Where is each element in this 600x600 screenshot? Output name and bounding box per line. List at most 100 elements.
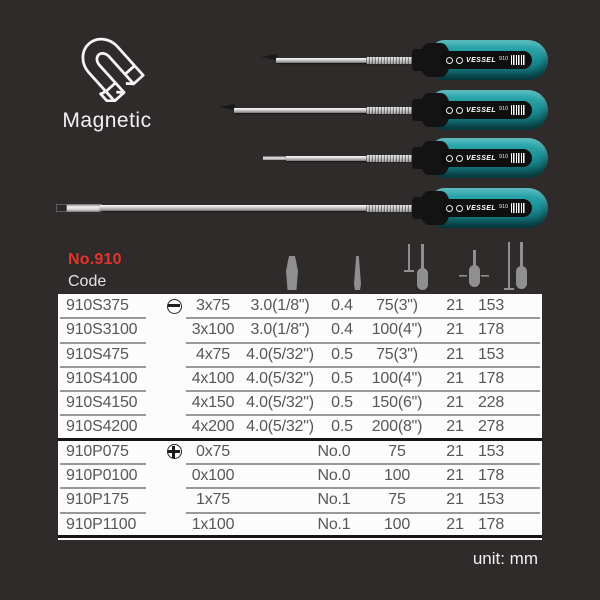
cell-code: 910S475 [66,345,129,363]
cell-handle-diameter: 21 [446,321,464,339]
cell-shaft-length: 75 [388,491,406,509]
slotted-tip-icon [160,294,188,318]
cell-overall-length: 153 [477,345,505,363]
cell-handle-diameter: 21 [446,467,464,485]
cell-size: 4x100 [191,369,235,387]
cert-mark-icon [446,154,453,162]
cell-blade-width: 4.0(5/32") [246,418,314,436]
handle: VESSEL 910 [412,90,548,130]
cell-code: 910S3100 [66,321,138,339]
cell-point-size: No.0 [317,467,351,485]
table-rows: 910S375 3x75 3.0(1/8") 0.4 75(3") 21 153 910S31… [58,294,542,539]
cell-shaft-length: 200(8") [371,418,423,436]
table-row: 910S3100 3x100 3.0(1/8") 0.4 100(4") 21 178 [58,318,542,344]
cell-code: 910P1100 [66,515,137,533]
cell-size: 4x200 [191,418,235,436]
barcode [511,203,526,213]
handle-label: VESSEL 910 [440,51,532,69]
cert-mark-icon [446,204,453,212]
phillips-tip [261,54,277,60]
cell-shaft-length: 75(3") [376,345,418,363]
model-number: 910 [499,154,509,161]
cell-size: 1x75 [196,491,230,509]
cert-mark-icon [456,204,463,212]
knurled-ferrule [366,204,414,212]
handle: VESSEL 910 [412,138,548,178]
magnetic-label: Magnetic [62,109,152,132]
cell-overall-length: 178 [477,515,505,533]
horseshoe-magnet-icon [81,37,145,103]
cell-blade-width: 4.0(5/32") [246,394,314,412]
brand-logo: VESSEL [466,204,497,212]
shaft [100,205,416,211]
table-row: 910S4200 4x200 4.0(5/32") 0.5 200(8") 21 278 [58,415,542,442]
cell-size: 1x100 [191,515,235,533]
cell-handle-diameter: 21 [446,345,464,363]
cell-blade-width: 3.0(1/8") [250,297,310,314]
cell-size: 3x100 [191,321,235,339]
table-row: 910S4150 4x150 4.0(5/32") 0.5 150(6") 21 228 [58,391,542,417]
cell-point-size: No.1 [317,491,351,509]
cert-mark-icon [446,106,453,114]
cell-point-size: No.1 [317,515,351,533]
cell-handle-diameter: 21 [446,394,464,412]
cell-size: 0x100 [191,467,235,485]
table-row: 910P1100 1x100 No.1 100 21 178 [58,513,542,539]
cell-shaft-length: 75 [388,442,406,460]
handle-label: VESSEL 910 [440,199,532,217]
handle-diameter-icon [459,250,489,287]
phillips-tip [219,104,235,110]
spec-table: 910S375 3x75 3.0(1/8") 0.4 75(3") 21 153 910S31… [58,294,542,540]
cell-handle-diameter: 21 [446,442,464,460]
table-row: 910P075 0x75 No.0 75 21 153 [58,440,542,466]
table-row: 910P175 1x75 No.1 75 21 153 [58,488,542,514]
cell-shaft-length: 100(4") [371,321,423,339]
cell-overall-length: 278 [477,418,505,436]
cell-handle-diameter: 21 [446,297,464,314]
model-number: 910 [499,106,509,113]
cell-point-size: No.0 [317,442,351,460]
table-row: 910S375 3x75 3.0(1/8") 0.4 75(3") 21 153 [58,294,542,320]
magnetic-feature-badge: Magnetic [52,34,162,133]
shaft [276,57,416,63]
overall-length-icon [504,242,527,290]
blade-width-icon [286,256,298,290]
barcode [511,153,526,163]
cell-handle-diameter: 21 [446,369,464,387]
handle-label: VESSEL 910 [440,149,532,167]
cell-handle-diameter: 21 [446,491,464,509]
cell-size: 3x75 [196,297,230,314]
cert-mark-icon [456,154,463,162]
cell-size: 4x75 [196,345,230,363]
cert-mark-icon [456,56,463,64]
cell-size: 4x150 [191,394,235,412]
cell-overall-length: 153 [477,491,505,509]
cell-code: 910P075 [66,442,129,460]
model-number: 910 [499,204,509,211]
barcode [511,105,526,115]
cell-blade-thickness: 0.4 [331,321,353,339]
cell-overall-length: 178 [477,369,505,387]
cell-blade-thickness: 0.5 [331,418,353,436]
knurled-ferrule [366,56,414,64]
cell-size: 0x75 [196,442,230,460]
slotted-tip [263,156,289,160]
barcode [511,55,526,65]
cell-handle-diameter: 21 [446,515,464,533]
cell-shaft-length: 100 [383,467,411,485]
handle-label: VESSEL 910 [440,101,532,119]
cert-mark-icon [446,56,453,64]
cell-overall-length: 153 [477,297,505,314]
handle: VESSEL 910 [412,188,548,228]
cell-shaft-length: 150(6") [371,394,423,412]
cell-overall-length: 178 [477,321,505,339]
cell-blade-thickness: 0.5 [331,394,353,412]
cell-code: 910S4150 [66,394,138,412]
series-number: No.910 [68,251,122,268]
cell-code: 910S4100 [66,369,138,387]
cell-handle-diameter: 21 [446,418,464,436]
code-column-label: Code [68,273,107,290]
shaft [234,107,416,113]
slotted-blade [56,204,102,212]
cell-shaft-length: 100 [383,515,411,533]
